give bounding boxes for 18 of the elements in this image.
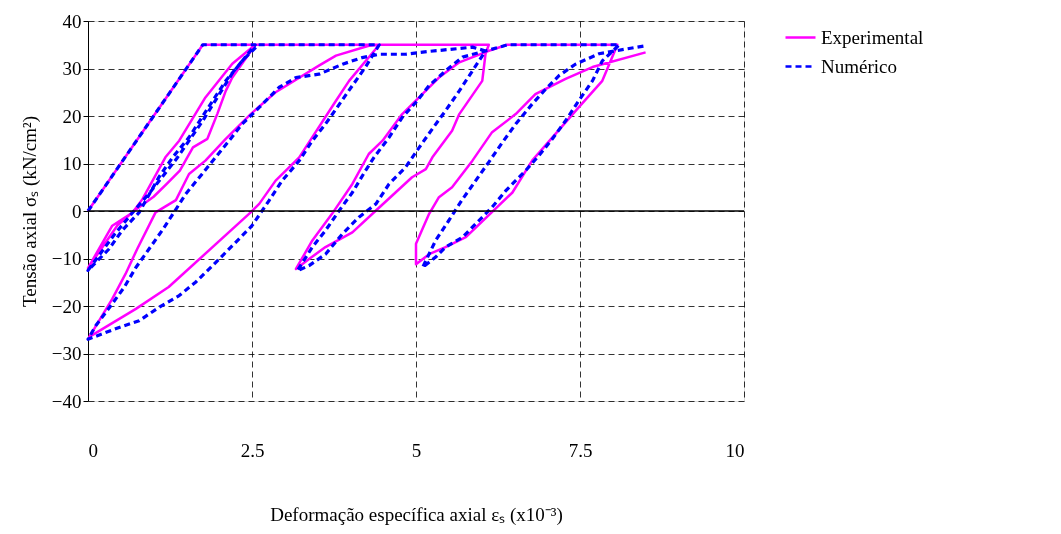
x-axis-title: Deformação específica axial εₛ (x10⁻³): [270, 503, 563, 526]
x-tick-label: 2.5: [240, 439, 265, 461]
y-tick-label: −30: [51, 343, 82, 364]
x-tick-label: 0: [88, 439, 98, 461]
y-tick-label: 40: [62, 10, 82, 32]
y-tick-label: 10: [62, 153, 82, 174]
y-tick-label: 30: [62, 58, 82, 79]
y-tick-label: −20: [51, 295, 82, 317]
x-tick-label: 10: [725, 439, 745, 461]
legend-label: Experimental: [821, 26, 924, 48]
y-tick-label: −10: [51, 248, 82, 269]
y-tick-label: 0: [72, 200, 82, 222]
x-tick-label: 5: [411, 439, 422, 461]
y-tick-label: 20: [62, 105, 82, 127]
x-tick-label: 7.5: [568, 439, 593, 461]
legend-label: Numérico: [821, 55, 897, 77]
y-tick-label: −40: [51, 390, 82, 412]
y-axis-title: Tensão axial σₛ (kN/cm²): [18, 115, 41, 308]
